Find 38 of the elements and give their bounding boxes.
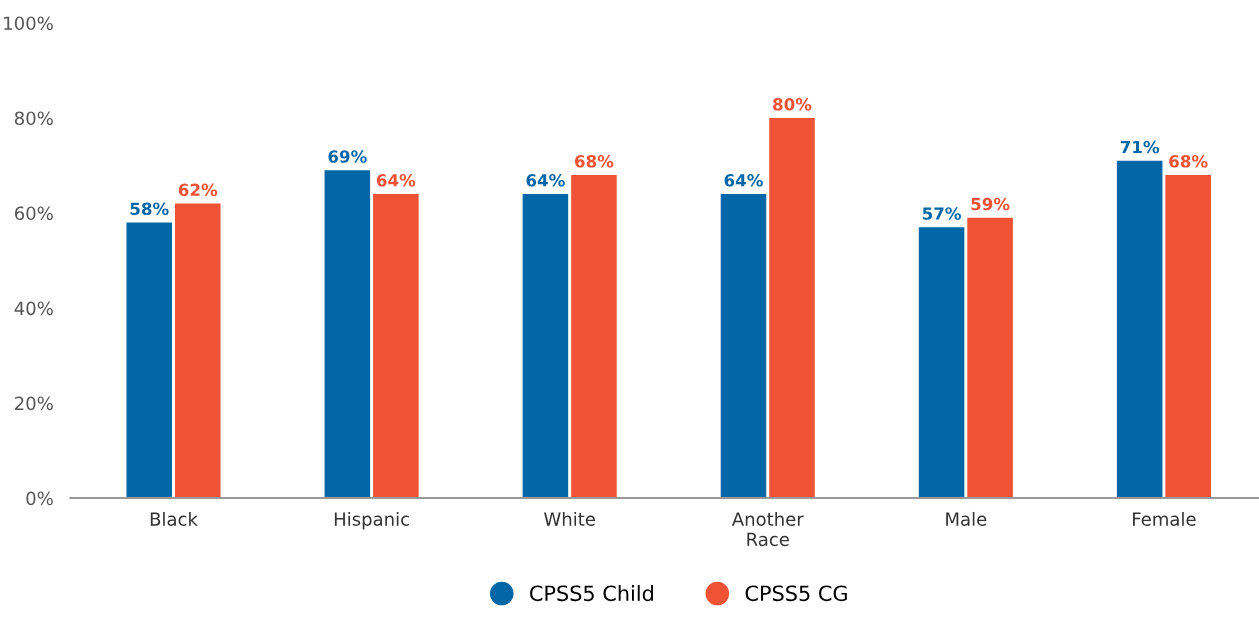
data-label: 64% xyxy=(376,174,416,187)
data-label: 58% xyxy=(130,202,169,216)
x-tick-label: Male xyxy=(946,511,987,526)
data-label: 71% xyxy=(1120,140,1160,154)
bar xyxy=(174,203,221,499)
bar xyxy=(1165,175,1211,499)
data-label: 57% xyxy=(922,207,961,220)
y-tick-label: 100% xyxy=(4,16,53,31)
data-label: 68% xyxy=(1169,155,1208,168)
data-label: 62% xyxy=(178,183,218,197)
y-tick-label: 0% xyxy=(26,491,53,506)
bar xyxy=(1116,160,1163,499)
data-label: 68% xyxy=(575,155,614,168)
legend-label: CPSS5 Child xyxy=(530,585,653,602)
bar xyxy=(324,170,371,499)
x-tick-label: Female xyxy=(1133,511,1196,526)
y-tick-label: 80% xyxy=(14,111,53,126)
bar xyxy=(720,194,767,499)
legend-label: CPSS5 CG xyxy=(745,585,847,602)
bar xyxy=(126,222,173,499)
data-label: 59% xyxy=(971,197,1010,211)
bar xyxy=(522,194,569,499)
bar xyxy=(373,194,419,499)
x-tick-label: Hispanic xyxy=(334,511,409,530)
y-tick-label: 40% xyxy=(14,301,53,316)
data-label: 64% xyxy=(724,174,763,187)
x-tick-label: Another Race xyxy=(731,511,804,547)
x-tick-label: Black xyxy=(150,511,198,526)
x-tick-label: White xyxy=(544,511,595,526)
bar xyxy=(967,217,1013,499)
bar xyxy=(571,175,617,499)
data-label: 64% xyxy=(526,174,565,187)
y-tick-label: 60% xyxy=(14,206,53,221)
bar xyxy=(918,227,965,499)
data-label: 80% xyxy=(773,97,812,111)
data-label: 69% xyxy=(328,150,367,163)
y-tick-label: 20% xyxy=(15,396,53,411)
bar xyxy=(769,117,815,499)
